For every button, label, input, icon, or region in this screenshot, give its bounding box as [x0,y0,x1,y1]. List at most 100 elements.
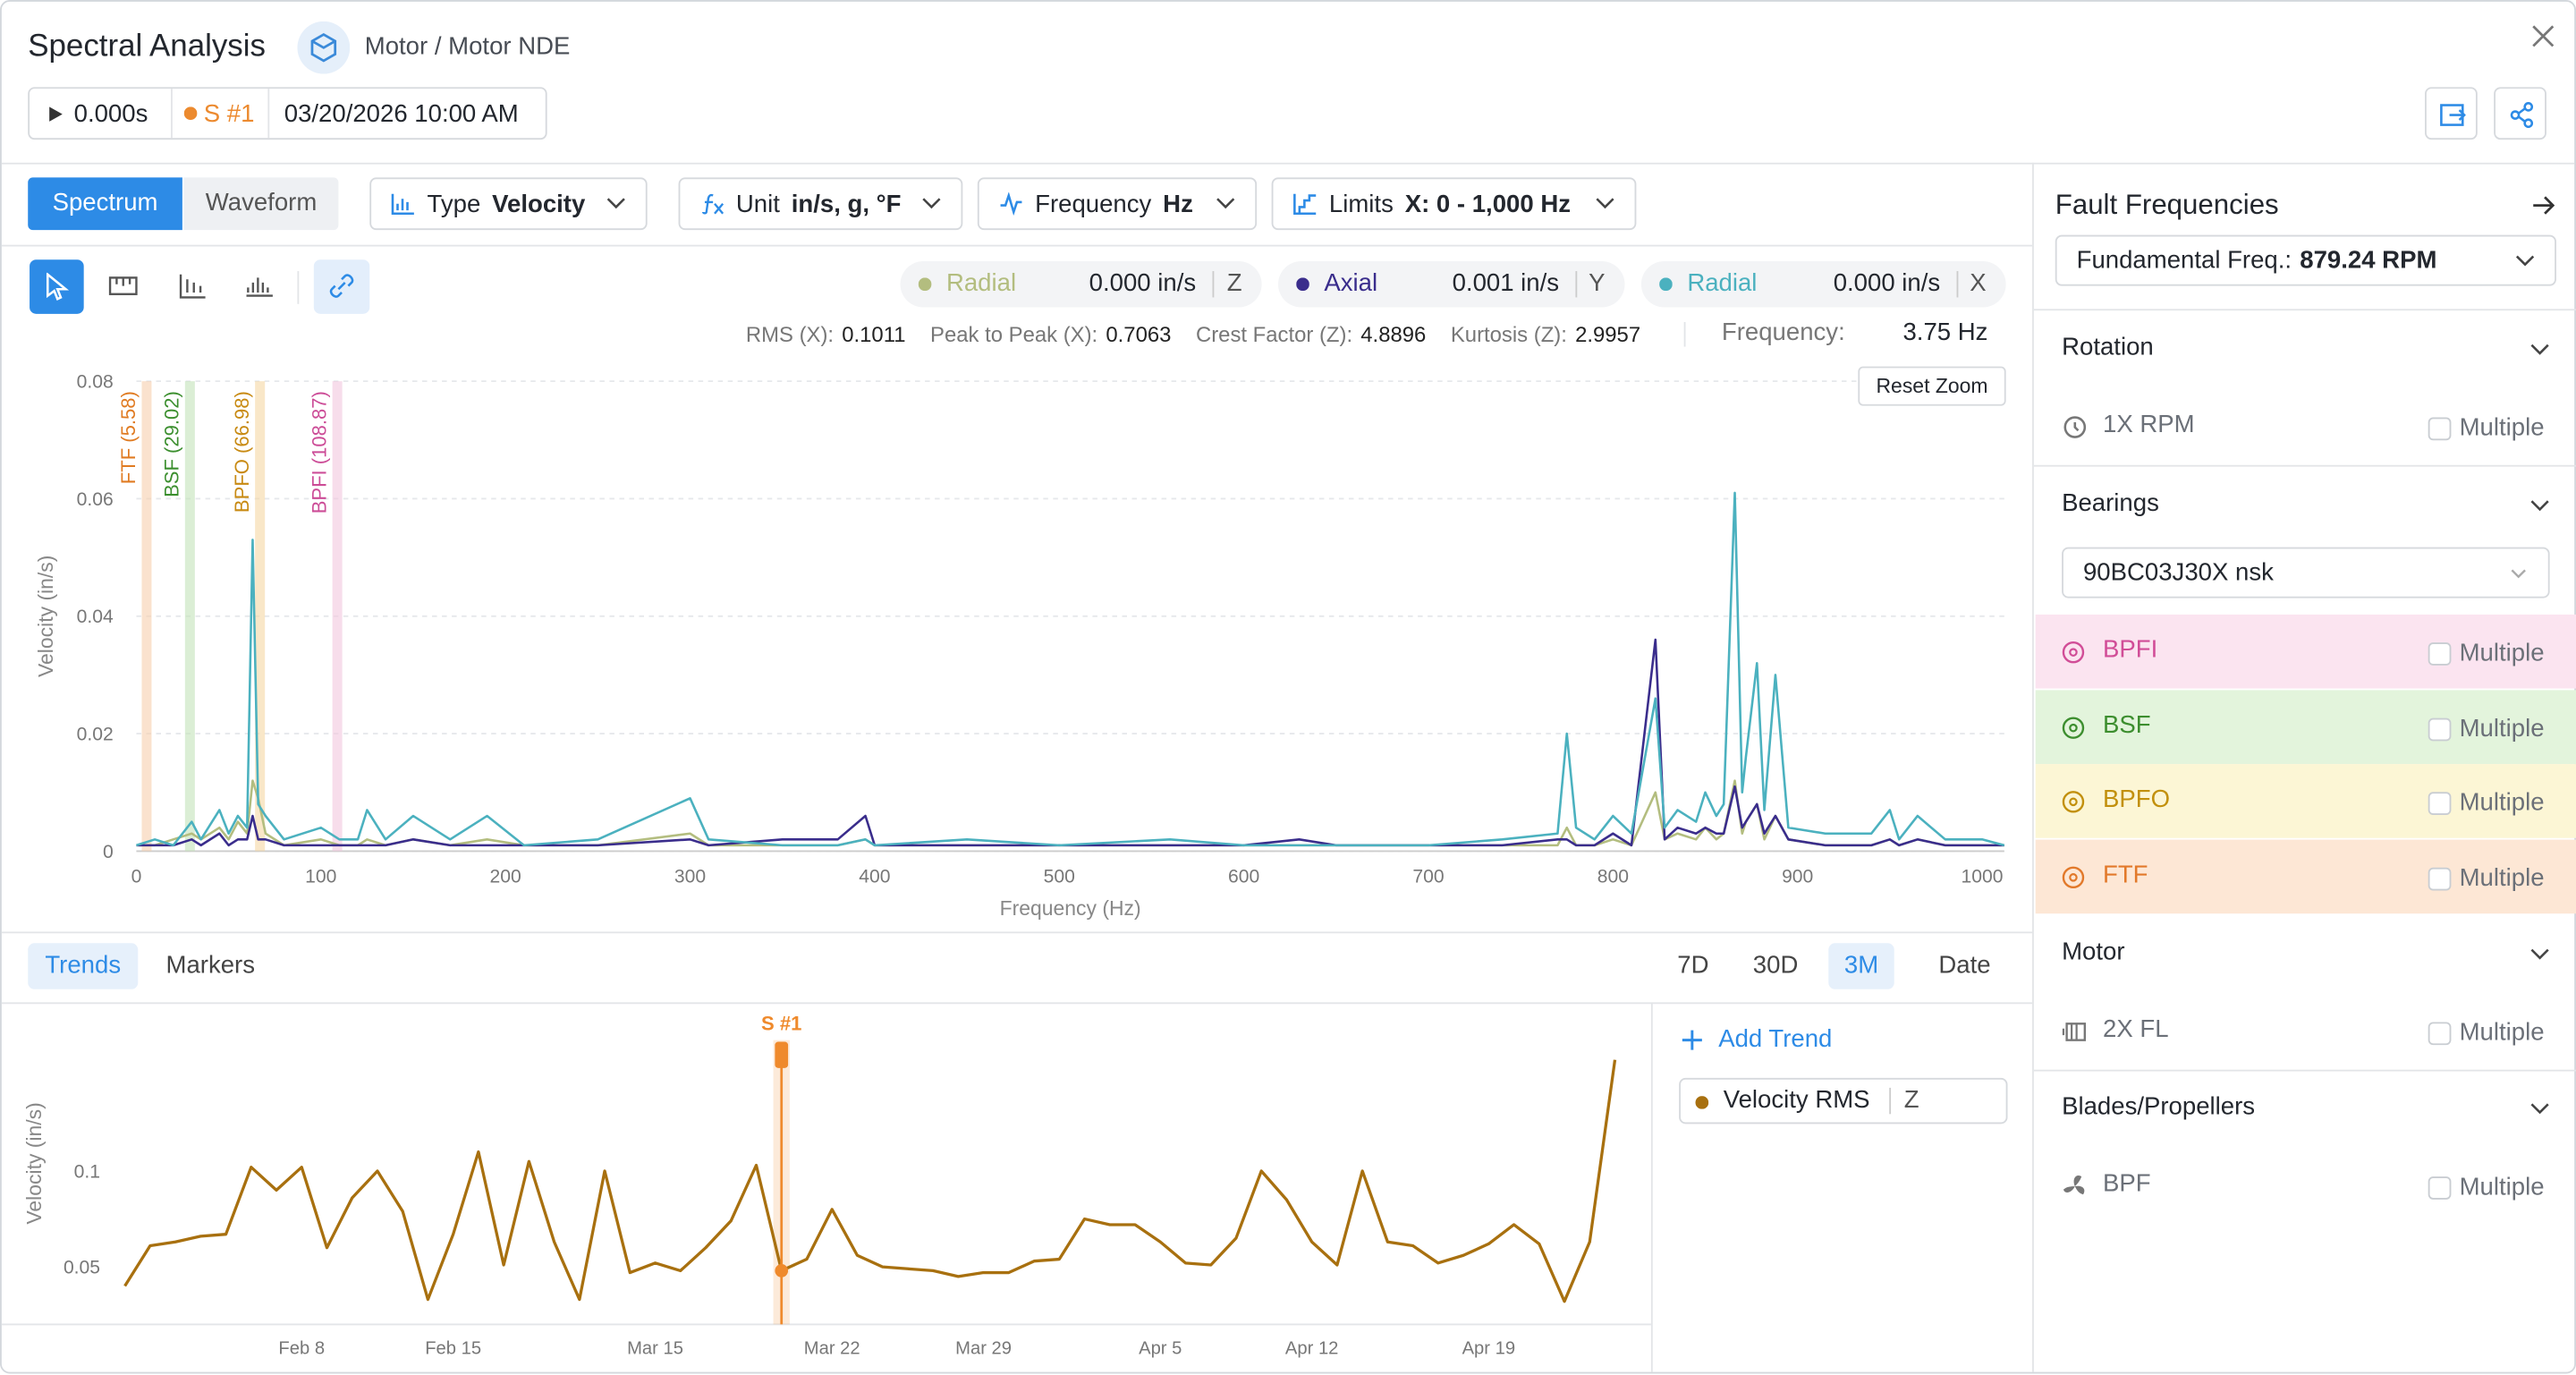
fault-label: BPFI (108.87) [308,391,330,514]
dialog-title: Spectral Analysis [28,30,266,64]
x-tick-label: Apr 12 [1285,1338,1338,1358]
frequency-dropdown[interactable]: Frequency Hz [977,177,1258,231]
sensor-label[interactable]: S #1 [203,100,255,129]
trend-tab[interactable]: Trends [28,943,139,989]
section-chevron[interactable] [2530,1102,2550,1116]
bearing-row: BSF Multiple [2035,690,2576,765]
close-button[interactable] [2531,25,2555,48]
harmonic-tool[interactable] [177,273,207,299]
trend-item[interactable]: Velocity RMS Z [1679,1077,2008,1125]
readout: Radial 0.000 in/s Z [900,261,1262,308]
x-tick-label: 500 [1044,866,1075,887]
fault-item: BPF [2103,1169,2151,1198]
x-axis-title: Frequency (Hz) [1000,896,1141,920]
fault-band [255,381,266,852]
x-tick-label: 300 [674,866,706,887]
spectrum-line [136,491,2005,847]
y-tick-label: 0.06 [77,489,114,510]
fault-band [332,381,343,852]
view-tab[interactable]: Spectrum [28,177,182,231]
trend-axis: Z [1903,1086,1919,1115]
select-tool[interactable] [30,259,84,314]
type-dropdown[interactable]: Type Velocity [369,177,648,231]
dropdown-label: Type [427,190,481,218]
x-tick-label: Mar 29 [955,1338,1012,1358]
y-tick-label: 0.08 [77,371,114,392]
x-tick-label: 900 [1782,866,1813,887]
checkbox[interactable] [2428,417,2452,441]
range-button[interactable]: 7D [1677,951,1709,980]
bearing-select[interactable]: 90BC03J30X nsk [2062,547,2550,598]
spectrum-line [136,779,2004,847]
trend-name: Velocity RMS [1723,1086,1870,1115]
link-tool[interactable] [313,259,370,314]
dropdown-value: X: 0 - 1,000 Hz [1404,190,1572,218]
add-icon[interactable] [1681,1029,1704,1052]
checkbox-label: Multiple [2459,864,2545,893]
stat-value: 0.1011 [842,322,906,347]
breadcrumb[interactable]: Motor / Motor NDE [364,32,571,61]
limits-dropdown[interactable]: Limits X: 0 - 1,000 Hz [1271,177,1637,231]
section-chevron[interactable] [2530,344,2550,357]
dropdown-value: in/s, g, °F [791,190,902,218]
readout-axis: Z [1226,269,1242,298]
y-tick-label: 0.05 [64,1257,100,1277]
playback-box: 0.000s S #1 03/20/2026 10:00 AM [28,87,547,140]
export-button[interactable] [2425,87,2478,140]
x-tick-label: Mar 15 [627,1338,683,1358]
range-button[interactable]: 3M [1828,943,1894,989]
section-title[interactable]: Blades/Propellers [2062,1092,2256,1121]
checkbox-label: Multiple [2459,639,2545,667]
play-icon[interactable] [49,106,63,122]
timestamp[interactable]: 03/20/2026 10:00 AM [284,100,519,129]
share-button[interactable] [2494,87,2546,140]
motor-icon [2062,1023,2087,1041]
select-value: 90BC03J30X nsk [2082,558,2274,587]
x-tick-label: 1000 [1962,866,2004,887]
x-tick-label: Apr 5 [1139,1338,1182,1358]
section-chevron[interactable] [2530,499,2550,513]
checkbox-label: Multiple [2459,788,2545,817]
view-tab[interactable]: Waveform [183,177,339,231]
dropdown-label: Unit [735,190,780,218]
checkbox[interactable] [2428,1176,2452,1200]
x-tick-label: Mar 22 [804,1338,860,1358]
range-button[interactable]: 30D [1752,951,1799,980]
range-button[interactable]: Date [1938,951,1991,980]
trend-tab[interactable]: Markers [165,951,256,980]
section-chevron[interactable] [2530,948,2550,962]
checkbox-label: Multiple [2459,1018,2545,1048]
unit-dropdown[interactable]: Unit in/s, g, °F [678,177,963,231]
section-title[interactable]: Motor [2062,938,2125,967]
x-tick-label: 400 [859,866,890,887]
x-tick-label: 200 [490,866,521,887]
fault-item: FTF [2103,861,2148,889]
add-trend-button[interactable]: Add Trend [1718,1025,1833,1054]
fault-item: BSF [2103,711,2151,740]
fault-item: BPFO [2103,785,2171,814]
collapse-panel[interactable] [2531,194,2555,217]
stat-value: 2.9957 [1575,322,1641,347]
rpm-icon [2063,416,2087,438]
y-axis-title: Velocity (in/s) [22,1102,46,1224]
readout-value: 0.000 in/s [1833,269,1941,298]
stat-label: Peak to Peak (X): [930,322,1098,347]
checkbox[interactable] [2428,1022,2452,1046]
section-title[interactable]: Rotation [2062,333,2154,362]
section-title[interactable]: Bearings [2062,489,2159,518]
measure-tool[interactable] [108,273,138,299]
fan-icon [2063,1175,2085,1195]
panel-title: Fault Frequencies [2055,189,2279,221]
sideband-tool[interactable] [245,273,275,299]
y-tick-label: 0.04 [77,607,114,627]
y-axis-title: Velocity (in/s) [34,556,57,677]
marker-handle [775,1041,789,1068]
bearing-row: BPFI Multiple [2035,614,2576,689]
readout-name: Radial [945,269,1017,298]
playback-time: 0.000s [73,100,148,129]
fundamental-select[interactable]: Fundamental Freq.: 879.24 RPM [2055,234,2556,286]
stat-value: 0.7063 [1106,322,1172,347]
reset-zoom-button[interactable]: Reset Zoom [1858,366,2006,406]
checkbox-label: Multiple [2459,1173,2545,1201]
marker-label: S #1 [761,1013,801,1035]
